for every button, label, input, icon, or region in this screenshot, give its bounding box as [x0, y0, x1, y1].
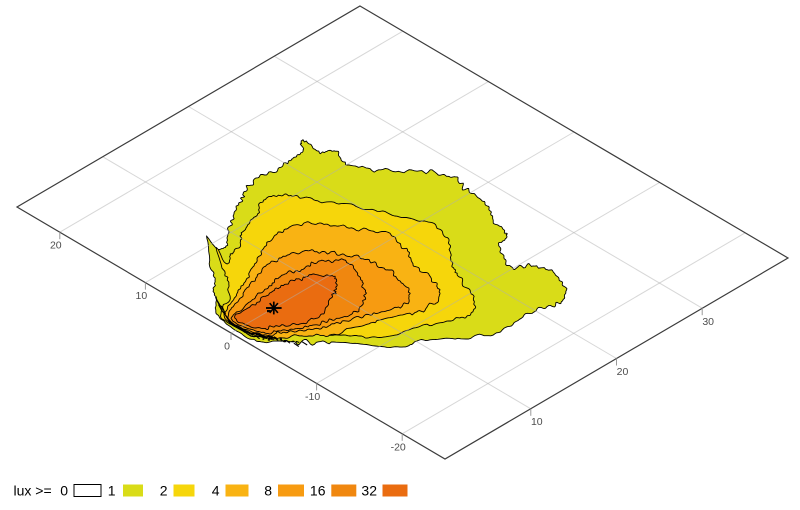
svg-text:32: 32	[361, 483, 377, 499]
svg-text:-20: -20	[391, 441, 406, 453]
svg-text:-10: -10	[305, 391, 320, 403]
svg-text:20: 20	[50, 240, 62, 252]
svg-text:10: 10	[136, 290, 148, 302]
svg-text:0: 0	[60, 483, 68, 499]
svg-text:2: 2	[160, 483, 168, 499]
svg-text:lux >=: lux >=	[14, 483, 52, 499]
svg-text:1: 1	[108, 483, 116, 499]
svg-text:10: 10	[531, 416, 543, 428]
svg-text:8: 8	[264, 483, 272, 499]
svg-text:30: 30	[702, 316, 714, 328]
svg-text:4: 4	[212, 483, 220, 499]
svg-text:0: 0	[224, 341, 230, 353]
svg-text:16: 16	[310, 483, 326, 499]
svg-text:20: 20	[617, 366, 629, 378]
